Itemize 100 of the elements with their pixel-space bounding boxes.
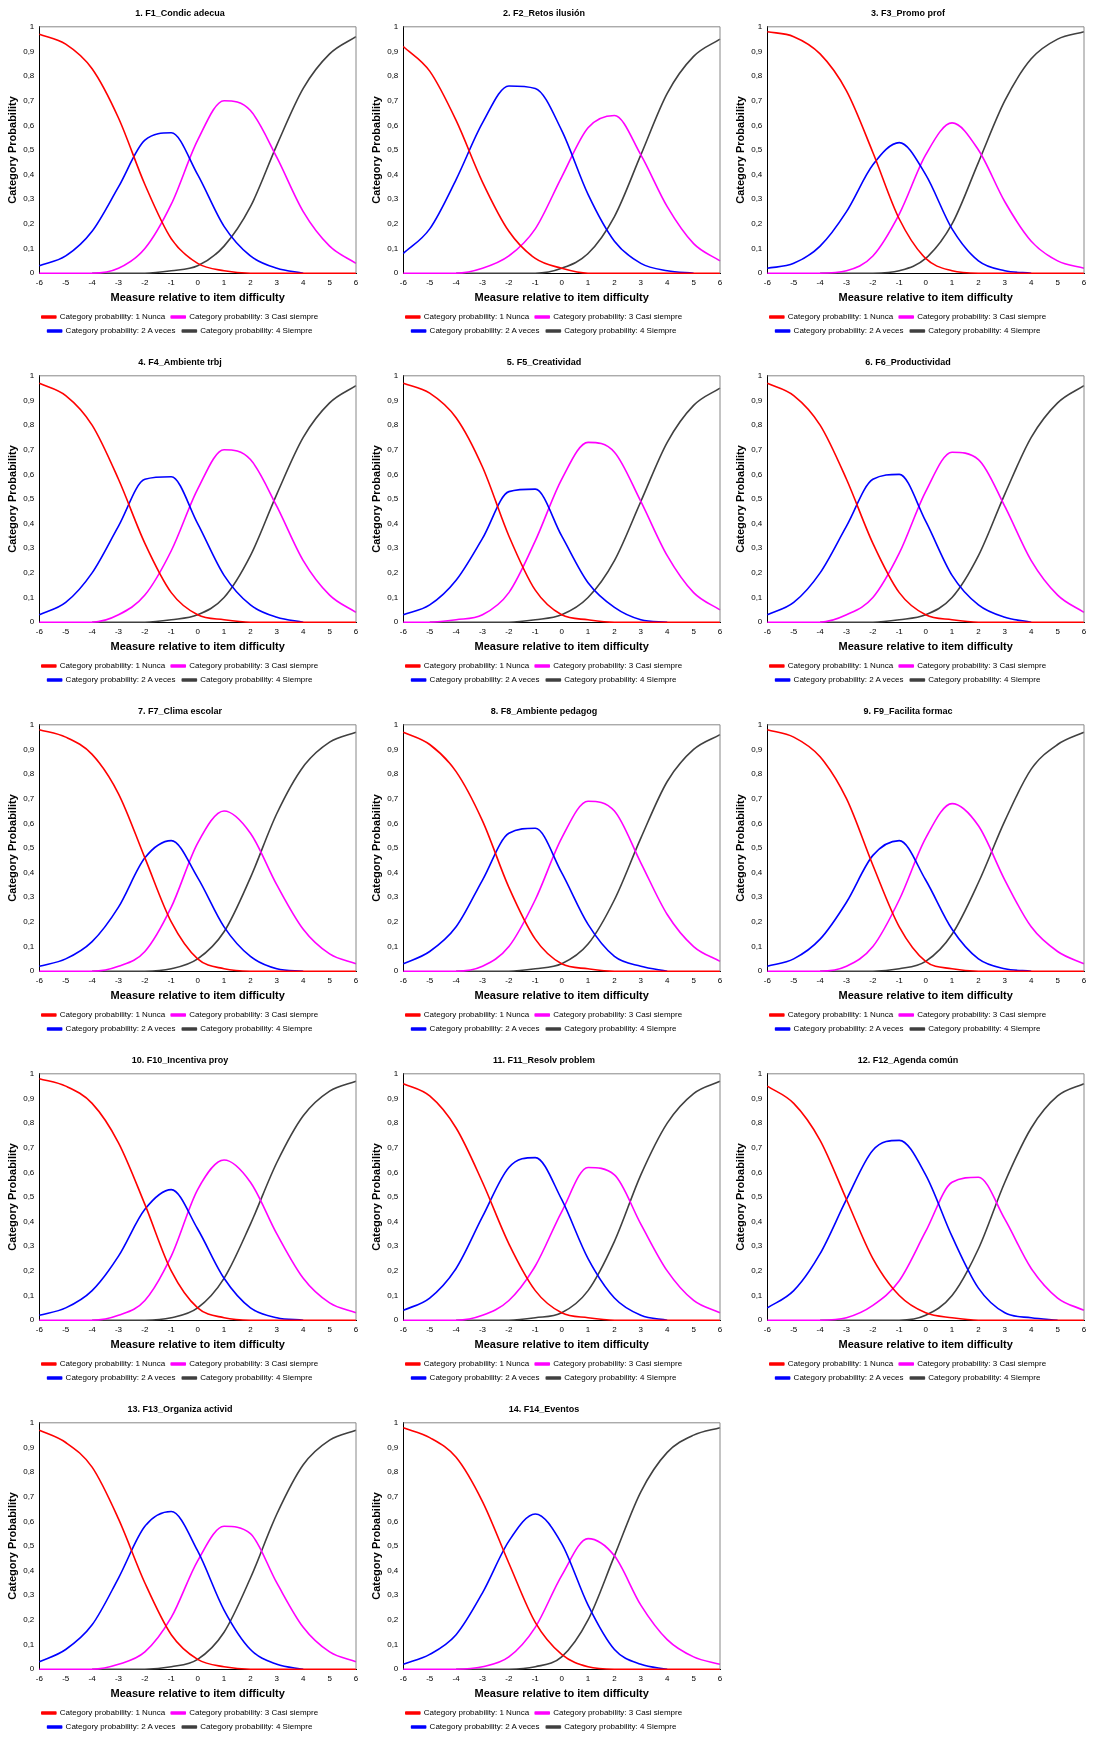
x-tick-label: -1 — [167, 278, 176, 288]
x-tick-label: -4 — [88, 1325, 97, 1335]
y-tick-label: 0,4 — [751, 518, 763, 528]
y-tick-label: 0,6 — [751, 818, 763, 828]
x-tick-label: -1 — [167, 1325, 176, 1335]
y-tick-label: 0,4 — [751, 1216, 763, 1226]
x-tick-label: -2 — [869, 278, 877, 288]
legend-label: Category probability: 4 Siempre — [928, 326, 1041, 336]
x-tick-label: 6 — [353, 278, 359, 288]
x-tick-label: 2 — [612, 1325, 618, 1335]
x-tick-label: -2 — [141, 1674, 149, 1684]
chart-title: 2. F2_Retos ilusión — [502, 7, 586, 18]
x-tick-label: 0 — [195, 1325, 201, 1335]
y-tick-label: 0,2 — [23, 219, 35, 229]
y-tick-label: 0,3 — [751, 543, 763, 553]
y-tick-label: 0,2 — [23, 1266, 35, 1276]
x-tick-label: 5 — [1055, 1325, 1061, 1335]
y-tick-label: 0 — [393, 966, 399, 976]
y-axis-title: Category Probability — [369, 1491, 382, 1600]
x-tick-label: -1 — [531, 627, 540, 637]
chart-title: 5. F5_Creatividad — [506, 356, 582, 367]
y-tick-label: 0,1 — [23, 243, 35, 253]
x-tick-label: -5 — [62, 1325, 70, 1335]
y-tick-label: 0,9 — [751, 46, 763, 56]
x-tick-label: 1 — [585, 976, 591, 986]
y-tick-label: 1 — [757, 371, 763, 380]
chart-title: 9. F9_Facilita formac — [863, 705, 953, 716]
x-tick-label: 5 — [327, 976, 333, 986]
x-tick-label: -6 — [399, 278, 408, 288]
legend-label: Category probability: 3 Casi siempre — [917, 1010, 1047, 1020]
legend-label: Category probability: 2 A veces — [793, 326, 904, 336]
x-tick-label: -3 — [478, 1674, 487, 1684]
y-tick-label: 0,7 — [387, 444, 399, 454]
x-tick-label: -2 — [869, 1325, 877, 1335]
y-axis-title: Category Probability — [5, 793, 18, 902]
y-tick-label: 1 — [757, 720, 763, 729]
legend-label: Category probability: 3 Casi siempre — [553, 1359, 683, 1369]
y-tick-label: 0,2 — [751, 917, 763, 927]
legend-label: Category probability: 1 Nunca — [423, 1708, 530, 1718]
y-tick-label: 0,5 — [23, 494, 35, 504]
x-tick-label: 3 — [1002, 627, 1008, 637]
y-tick-label: 1 — [393, 1418, 399, 1427]
y-tick-label: 0,8 — [751, 71, 763, 81]
x-tick-label: 0 — [559, 627, 565, 637]
y-tick-label: 0,8 — [23, 420, 35, 430]
x-tick-label: -5 — [426, 278, 434, 288]
legend-label: Category probability: 4 Siempre — [928, 1024, 1041, 1034]
y-tick-label: 0,4 — [23, 1216, 35, 1226]
y-tick-label: 0,5 — [387, 843, 399, 853]
x-tick-label: 3 — [274, 1325, 280, 1335]
y-tick-label: 0,1 — [23, 1639, 35, 1649]
x-tick-label: 0 — [195, 1674, 201, 1684]
y-tick-label: 0,2 — [23, 568, 35, 578]
y-tick-label: 0 — [29, 1315, 35, 1325]
y-tick-label: 1 — [393, 371, 399, 380]
y-tick-label: 0,4 — [387, 518, 399, 528]
y-tick-label: 0 — [393, 617, 399, 627]
x-tick-label: 4 — [664, 278, 670, 288]
x-tick-label: 0 — [923, 278, 929, 288]
y-tick-label: 0,1 — [387, 941, 399, 951]
x-tick-label: -1 — [895, 1325, 904, 1335]
y-tick-label: 0,6 — [23, 120, 35, 130]
legend-label: Category probability: 4 Siempre — [564, 1024, 677, 1034]
x-tick-label: 2 — [976, 627, 982, 637]
y-tick-label: 0,3 — [751, 1241, 763, 1251]
x-tick-label: -4 — [452, 278, 461, 288]
x-tick-label: 0 — [195, 278, 201, 288]
y-tick-label: 0,9 — [23, 744, 35, 754]
x-tick-label: -1 — [167, 627, 176, 637]
chart-title: 4. F4_Ambiente trbj — [138, 356, 222, 367]
y-tick-label: 0,8 — [387, 769, 399, 779]
y-tick-label: 0,4 — [23, 518, 35, 528]
x-tick-label: -1 — [531, 1325, 540, 1335]
y-tick-label: 0,1 — [23, 592, 35, 602]
x-tick-label: 2 — [248, 1325, 254, 1335]
y-tick-label: 0,2 — [23, 1615, 35, 1625]
x-tick-label: 6 — [1081, 278, 1087, 288]
legend-label: Category probability: 3 Casi siempre — [189, 1010, 319, 1020]
x-tick-label: 4 — [1028, 627, 1034, 637]
y-tick-label: 0,3 — [387, 892, 399, 902]
y-axis-title: Category Probability — [369, 444, 382, 553]
x-axis-title: Measure relative to item difficulty — [110, 1687, 286, 1700]
x-tick-label: -4 — [816, 627, 825, 637]
x-tick-label: -4 — [88, 627, 97, 637]
y-tick-label: 0,1 — [387, 1290, 399, 1300]
y-tick-label: 0,6 — [751, 1167, 763, 1177]
x-tick-label: 0 — [559, 1325, 565, 1335]
x-tick-label: 0 — [923, 976, 929, 986]
y-tick-label: 0,9 — [23, 395, 35, 405]
y-tick-label: 0,5 — [751, 1192, 763, 1202]
legend-label: Category probability: 4 Siempre — [564, 1722, 677, 1732]
y-tick-label: 0,8 — [387, 420, 399, 430]
x-tick-label: -6 — [763, 278, 772, 288]
x-tick-label: -2 — [505, 1674, 513, 1684]
y-tick-label: 0,4 — [751, 169, 763, 179]
y-tick-label: 0 — [29, 966, 35, 976]
x-tick-label: 3 — [638, 976, 644, 986]
y-tick-label: 0,3 — [23, 892, 35, 902]
y-tick-label: 0,8 — [387, 71, 399, 81]
y-tick-label: 0,4 — [23, 1565, 35, 1575]
